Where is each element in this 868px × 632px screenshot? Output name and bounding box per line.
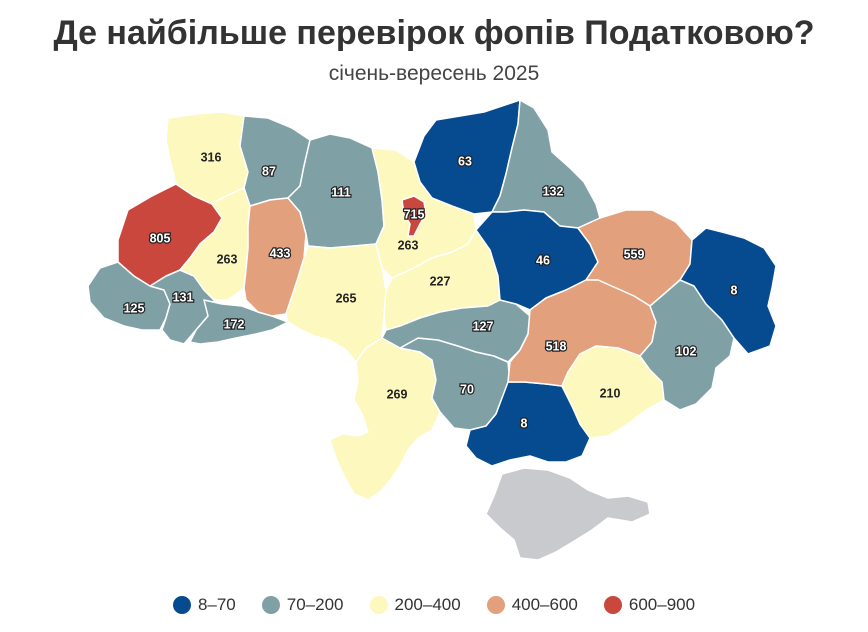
region-value-label: 210 <box>600 386 621 400</box>
region-chernivtsi[interactable] <box>189 299 289 345</box>
region-value-label: 127 <box>473 319 494 333</box>
region-value-label: 125 <box>124 301 145 315</box>
legend-label: 400–600 <box>511 595 578 614</box>
legend-item: 400–600 <box>486 595 578 615</box>
region-value-label: 63 <box>458 154 472 168</box>
legend-swatch-icon <box>369 596 388 614</box>
region-ternopil[interactable] <box>179 187 251 301</box>
region-value-label: 132 <box>543 184 564 198</box>
legend-item: 8–70 <box>172 595 236 615</box>
region-value-label: 111 <box>331 185 351 199</box>
region-value-label: 8 <box>521 416 528 430</box>
region-value-label: 70 <box>460 382 474 396</box>
region-value-label: 518 <box>546 339 567 353</box>
region-value-label: 559 <box>624 247 645 261</box>
region-value-label: 8 <box>731 283 738 297</box>
legend-swatch-icon <box>603 596 622 614</box>
region-luhansk[interactable] <box>679 227 777 355</box>
region-value-label: 87 <box>262 164 276 178</box>
region-odesa[interactable] <box>329 337 441 501</box>
legend-label: 200–400 <box>394 595 461 614</box>
region-value-label: 227 <box>430 274 451 288</box>
region-kyiv-city[interactable] <box>401 195 427 237</box>
legend-swatch-icon <box>486 596 505 614</box>
legend-item: 200–400 <box>369 595 461 615</box>
legend-label: 8–70 <box>197 595 236 614</box>
map-subtitle: січень-вересень 2025 <box>328 62 540 85</box>
region-crimea <box>485 467 651 561</box>
legend-swatch-icon <box>172 596 191 614</box>
legend-label: 70–200 <box>286 595 344 614</box>
region-value-label: 263 <box>398 238 419 252</box>
legend: 8–70 70–200 200–400 400–600 600–900 <box>0 595 868 615</box>
legend-label: 600–900 <box>628 595 696 614</box>
region-value-label: 131 <box>173 290 194 304</box>
region-value-label: 102 <box>676 344 697 358</box>
region-value-label: 433 <box>270 246 291 260</box>
region-value-label: 805 <box>150 231 171 245</box>
region-value-label: 715 <box>404 207 425 221</box>
region-value-label: 46 <box>536 253 550 267</box>
map-title: Де найбільше перевірок фопів Податковою? <box>53 14 815 52</box>
region-value-label: 316 <box>201 150 222 164</box>
legend-swatch-icon <box>261 596 280 614</box>
region-value-label: 263 <box>217 252 238 266</box>
region-value-label: 265 <box>336 291 357 305</box>
region-value-label: 172 <box>224 317 245 331</box>
legend-item: 70–200 <box>261 595 344 615</box>
legend-item: 600–900 <box>603 595 696 615</box>
region-value-label: 269 <box>387 387 408 401</box>
